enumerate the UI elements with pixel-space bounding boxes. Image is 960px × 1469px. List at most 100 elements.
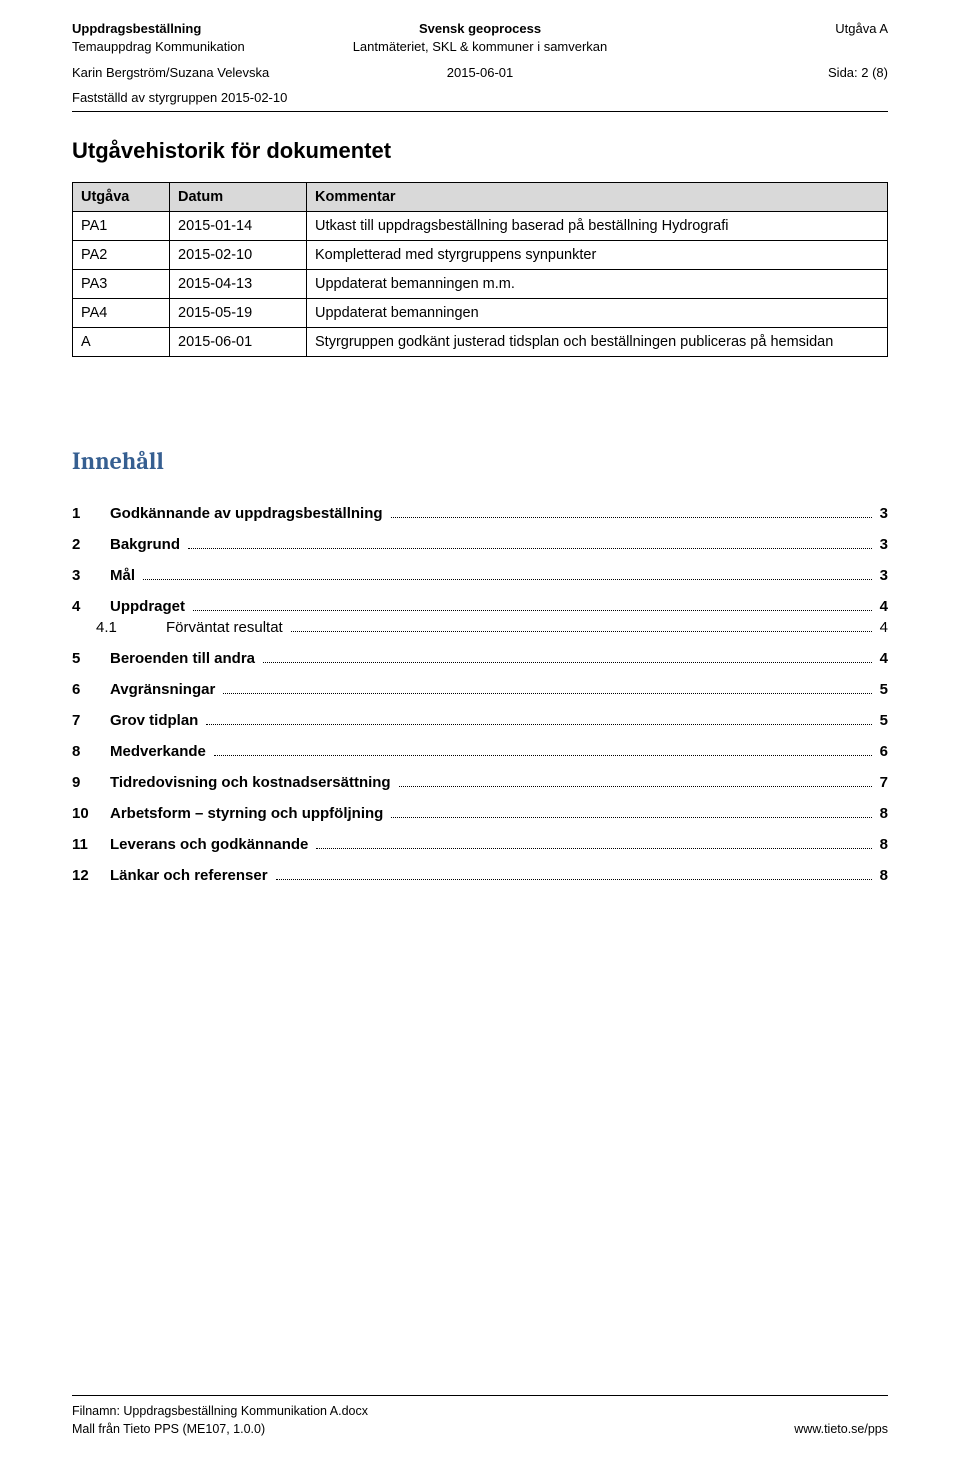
project-title: Svensk geoprocess <box>341 20 618 38</box>
toc-item[interactable]: 2Bakgrund3 <box>72 536 888 553</box>
toc-page: 6 <box>876 743 888 760</box>
toc-number: 8 <box>72 743 110 760</box>
history-row: PA32015-04-13Uppdaterat bemanningen m.m. <box>73 270 888 299</box>
toc-label: Beroenden till andra <box>110 650 259 667</box>
project-subtitle: Lantmäteriet, SKL & kommuner i samverkan <box>341 38 618 56</box>
history-cell: 2015-02-10 <box>170 241 307 270</box>
toc-number: 3 <box>72 567 110 584</box>
toc-number: 5 <box>72 650 110 667</box>
footer-filename: Filnamn: Uppdragsbeställning Kommunikati… <box>72 1402 368 1421</box>
history-cell: Kompletterad med styrgruppens synpunkter <box>307 241 888 270</box>
toc-item[interactable]: 9Tidredovisning och kostnadsersättning7 <box>72 774 888 791</box>
toc-leader-dots <box>399 776 872 788</box>
history-cell: A <box>73 328 170 357</box>
toc-page: 8 <box>876 867 888 884</box>
toc-leader-dots <box>276 869 872 881</box>
authors: Karin Bergström/Suzana Velevska <box>72 65 341 80</box>
toc-number: 1 <box>72 505 110 522</box>
toc-item[interactable]: 4.1Förväntat resultat 4 <box>72 619 888 636</box>
history-col-kommentar: Kommentar <box>307 183 888 212</box>
toc-item[interactable]: 8Medverkande 6 <box>72 743 888 760</box>
history-row: PA42015-05-19Uppdaterat bemanningen <box>73 299 888 328</box>
history-col-utgava: Utgåva <box>73 183 170 212</box>
history-cell: 2015-01-14 <box>170 212 307 241</box>
toc-page: 8 <box>876 805 888 822</box>
toc-page: 3 <box>876 536 888 553</box>
toc-item[interactable]: 4Uppdraget4 <box>72 598 888 615</box>
toc-label: Länkar och referenser <box>110 867 272 884</box>
toc-number: 4.1 <box>72 619 166 636</box>
toc-leader-dots <box>143 569 872 581</box>
toc-page: 3 <box>876 567 888 584</box>
header-center: Svensk geoprocess Lantmäteriet, SKL & ko… <box>341 20 618 55</box>
history-cell: PA3 <box>73 270 170 299</box>
toc-page: 4 <box>876 619 888 636</box>
toc-label: Grov tidplan <box>110 712 202 729</box>
toc-label: Uppdraget <box>110 598 189 615</box>
toc-heading: Innehåll <box>72 447 888 475</box>
toc-label: Förväntat resultat <box>166 619 287 636</box>
toc-number: 9 <box>72 774 110 791</box>
toc-page: 5 <box>876 712 888 729</box>
toc-label: Leverans och godkännande <box>110 836 312 853</box>
doc-subtype: Temauppdrag Kommunikation <box>72 38 341 56</box>
toc-leader-dots <box>223 683 871 695</box>
history-cell: PA2 <box>73 241 170 270</box>
toc-item[interactable]: 11Leverans och godkännande8 <box>72 836 888 853</box>
toc-item[interactable]: 1Godkännande av uppdragsbeställning 3 <box>72 505 888 522</box>
toc-leader-dots <box>391 807 871 819</box>
toc-item[interactable]: 10Arbetsform – styrning och uppföljning 8 <box>72 805 888 822</box>
doc-type: Uppdragsbeställning <box>72 20 341 38</box>
document-page: Uppdragsbeställning Temauppdrag Kommunik… <box>0 0 960 1469</box>
toc-label: Avgränsningar <box>110 681 219 698</box>
history-header-row: Utgåva Datum Kommentar <box>73 183 888 212</box>
footer-divider <box>72 1395 888 1396</box>
toc-page: 4 <box>876 650 888 667</box>
toc-label: Medverkande <box>110 743 210 760</box>
history-cell: Utkast till uppdragsbeställning baserad … <box>307 212 888 241</box>
header-row-1: Uppdragsbeställning Temauppdrag Kommunik… <box>72 20 888 55</box>
toc-leader-dots <box>206 714 871 726</box>
history-table: Utgåva Datum Kommentar PA12015-01-14Utka… <box>72 182 888 357</box>
header-right: Utgåva A <box>619 20 888 55</box>
footer-template: Mall från Tieto PPS (ME107, 1.0.0) <box>72 1420 265 1439</box>
toc-item[interactable]: 6Avgränsningar 5 <box>72 681 888 698</box>
toc-label: Mål <box>110 567 139 584</box>
footer-url: www.tieto.se/pps <box>794 1420 888 1439</box>
toc-leader-dots <box>391 507 872 519</box>
toc-item[interactable]: 12Länkar och referenser 8 <box>72 867 888 884</box>
history-cell: PA1 <box>73 212 170 241</box>
toc-page: 3 <box>876 505 888 522</box>
toc-label: Godkännande av uppdragsbeställning <box>110 505 387 522</box>
history-heading: Utgåvehistorik för dokumentet <box>72 138 888 164</box>
approved-line: Fastställd av styrgruppen 2015-02-10 <box>72 90 888 105</box>
history-cell: 2015-06-01 <box>170 328 307 357</box>
history-cell: PA4 <box>73 299 170 328</box>
toc-label: Arbetsform – styrning och uppföljning <box>110 805 387 822</box>
toc-number: 12 <box>72 867 110 884</box>
toc-item[interactable]: 3Mål3 <box>72 567 888 584</box>
toc-leader-dots <box>193 600 872 612</box>
history-row: PA12015-01-14Utkast till uppdragsbeställ… <box>73 212 888 241</box>
history-cell: 2015-04-13 <box>170 270 307 299</box>
toc-number: 4 <box>72 598 110 615</box>
toc-item[interactable]: 7Grov tidplan 5 <box>72 712 888 729</box>
history-row: A2015-06-01Styrgruppen godkänt justerad … <box>73 328 888 357</box>
history-row: PA22015-02-10Kompletterad med styrgruppe… <box>73 241 888 270</box>
toc-number: 7 <box>72 712 110 729</box>
toc-number: 10 <box>72 805 110 822</box>
toc-label: Tidredovisning och kostnadsersättning <box>110 774 395 791</box>
header-row-2: Karin Bergström/Suzana Velevska 2015-06-… <box>72 65 888 80</box>
toc-leader-dots <box>263 652 872 664</box>
page-footer: Filnamn: Uppdragsbeställning Kommunikati… <box>72 1395 888 1440</box>
page-number: Sida: 2 (8) <box>619 65 888 80</box>
toc-number: 6 <box>72 681 110 698</box>
edition-label: Utgåva A <box>619 20 888 38</box>
history-cell: Uppdaterat bemanningen m.m. <box>307 270 888 299</box>
history-cell: Uppdaterat bemanningen <box>307 299 888 328</box>
toc-page: 5 <box>876 681 888 698</box>
history-cell: Styrgruppen godkänt justerad tidsplan oc… <box>307 328 888 357</box>
history-cell: 2015-05-19 <box>170 299 307 328</box>
toc-label: Bakgrund <box>110 536 184 553</box>
toc-item[interactable]: 5Beroenden till andra 4 <box>72 650 888 667</box>
